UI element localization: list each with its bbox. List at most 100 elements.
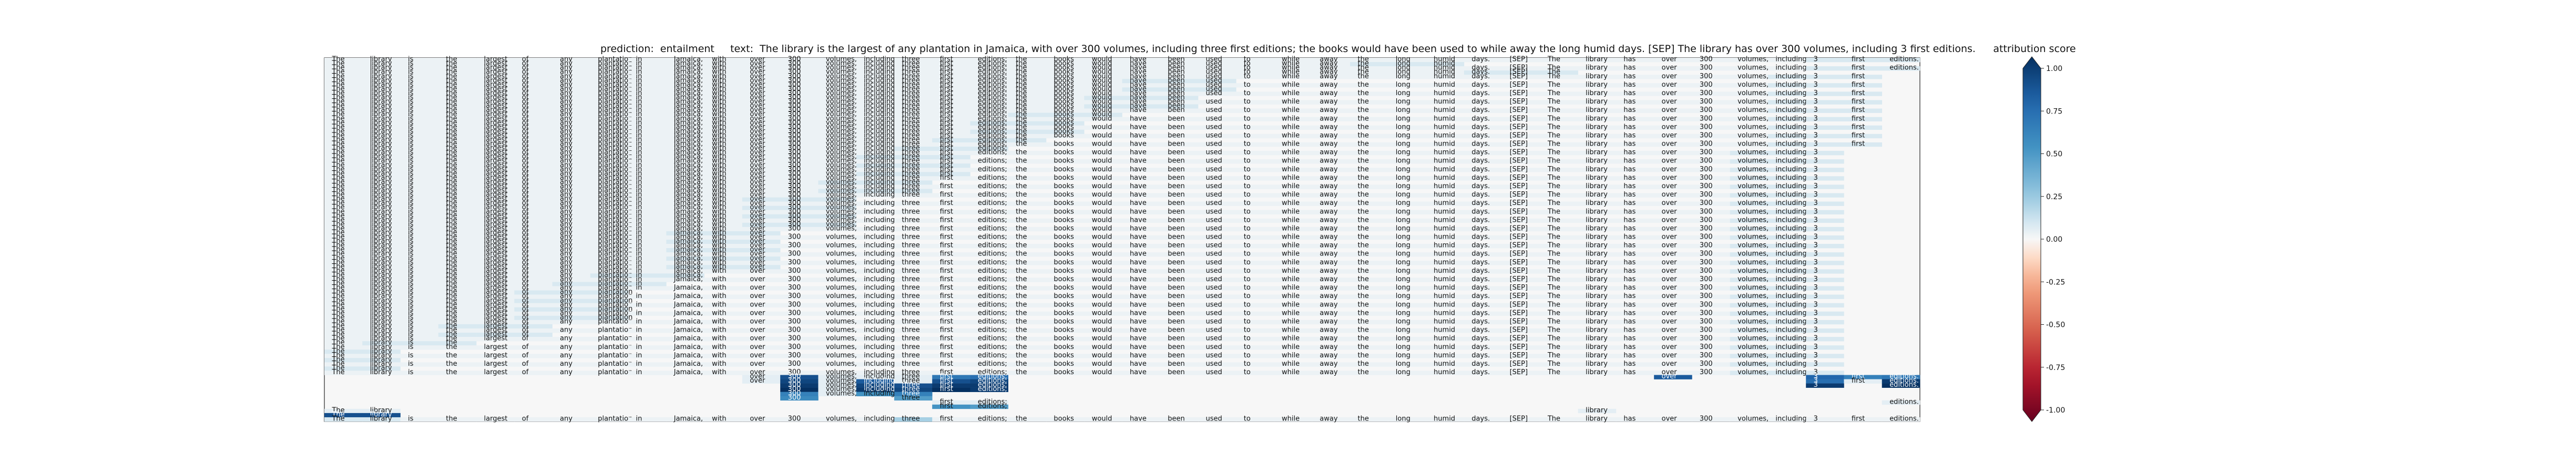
token-label: [SEP]: [1510, 267, 1528, 275]
token-label: 300: [1700, 174, 1713, 182]
token-label: would: [1092, 208, 1112, 215]
token-label: would: [1092, 182, 1112, 190]
heatmap-cell: [628, 117, 667, 121]
token-label: plantation: [598, 60, 632, 68]
token-label: the: [1016, 326, 1027, 334]
token-label: The: [331, 56, 344, 64]
heatmap-cell: [628, 104, 667, 109]
heatmap-cell: [1464, 75, 1502, 79]
token-label: 3: [1814, 242, 1818, 250]
token-label: has: [1623, 73, 1635, 80]
token-label: would: [1092, 284, 1112, 292]
token-label: The: [1547, 123, 1560, 131]
heatmap-cell: [1274, 66, 1313, 71]
token-label: editions;: [978, 292, 1007, 300]
token-label: volumes,: [826, 98, 857, 106]
token-label: books: [1054, 250, 1074, 258]
token-label: volumes,: [826, 415, 857, 423]
token-label: to: [1244, 216, 1251, 224]
heatmap-cell: [1388, 58, 1426, 63]
token-label: The: [1547, 98, 1560, 106]
token-label: editions;: [978, 56, 1007, 64]
token-label: including: [1775, 191, 1806, 199]
token-label: 3: [1814, 309, 1818, 317]
token-label: away: [1320, 216, 1338, 224]
heatmap-cell: [1502, 91, 1540, 96]
token-label: books: [1054, 224, 1074, 232]
heatmap-cell: [1844, 83, 1883, 88]
token-label: The: [331, 68, 344, 76]
token-label: away: [1320, 292, 1338, 300]
token-label: volumes,: [1737, 56, 1769, 64]
token-label: library: [1586, 284, 1608, 292]
heatmap-cell: [1236, 371, 1274, 375]
token-label: the: [1016, 64, 1027, 72]
heatmap-cell: [628, 172, 667, 177]
heatmap-cell: [1350, 311, 1388, 316]
token-label: have: [1130, 242, 1147, 250]
token-label: 300: [1700, 343, 1713, 351]
heatmap-cell: [514, 315, 553, 321]
heatmap-cell: [1236, 201, 1274, 206]
token-label: days.: [1471, 68, 1490, 76]
token-label: the: [1358, 115, 1369, 122]
token-label: 300: [1700, 115, 1713, 122]
heatmap-cell: [438, 290, 477, 295]
token-label: editions;: [978, 191, 1007, 199]
token-label: volumes,: [1737, 368, 1769, 376]
token-label: 300: [788, 73, 801, 80]
token-label: over: [1662, 343, 1678, 351]
token-label: while: [1282, 157, 1300, 165]
heatmap-cell: [932, 70, 970, 75]
heatmap-cell: [1008, 159, 1047, 164]
heatmap-cell: [1806, 151, 1844, 156]
token-label: days.: [1471, 73, 1490, 80]
heatmap-cell: [1122, 100, 1161, 105]
token-label: library: [1586, 208, 1608, 215]
token-label: used: [1205, 216, 1222, 224]
heatmap-cell: [400, 362, 439, 367]
token-label: while: [1282, 106, 1300, 114]
token-label: The: [1547, 216, 1560, 224]
token-label: plantation: [598, 94, 632, 101]
token-label: would: [1092, 360, 1112, 368]
heatmap-cell: [818, 79, 856, 84]
token-label: books: [1054, 131, 1074, 139]
token-label: the: [1358, 149, 1369, 157]
token-label: 300: [788, 242, 801, 250]
token-label: days.: [1471, 317, 1490, 325]
heatmap-cell: [438, 172, 477, 177]
heatmap-cell: [514, 70, 553, 75]
heatmap-cell: [628, 328, 667, 333]
heatmap-cell: [628, 79, 667, 84]
token-label: books: [1054, 360, 1074, 368]
token-label: long: [1396, 208, 1410, 215]
heatmap-cell: [514, 205, 553, 210]
heatmap-cell: [1806, 100, 1844, 105]
token-label: while: [1282, 81, 1300, 89]
token-label: while: [1282, 166, 1300, 173]
token-label: days.: [1471, 326, 1490, 334]
token-label: the: [1358, 208, 1369, 215]
token-label: been: [1168, 149, 1185, 157]
token-label: plantation: [598, 352, 632, 359]
heatmap-cell: [400, 142, 439, 147]
token-label: volumes,: [1737, 284, 1769, 292]
token-label: including: [864, 259, 895, 266]
token-label: first: [940, 98, 953, 106]
token-label: editions;: [978, 98, 1007, 106]
token-label: 300: [1700, 106, 1713, 114]
heatmap-cell: [1806, 311, 1844, 316]
token-label: 3: [1814, 174, 1818, 182]
heatmap-cell: [1806, 66, 1844, 71]
token-label: The: [1547, 106, 1560, 114]
heatmap-cell: [628, 218, 667, 223]
heatmap-cell: [438, 273, 477, 278]
heatmap-cell: [818, 70, 856, 75]
heatmap-cell: [514, 180, 553, 185]
token-label: three: [902, 250, 919, 258]
token-label: have: [1130, 115, 1147, 122]
heatmap-cell: [1350, 286, 1388, 291]
token-label: first: [940, 292, 953, 300]
heatmap-cell: [438, 261, 477, 265]
